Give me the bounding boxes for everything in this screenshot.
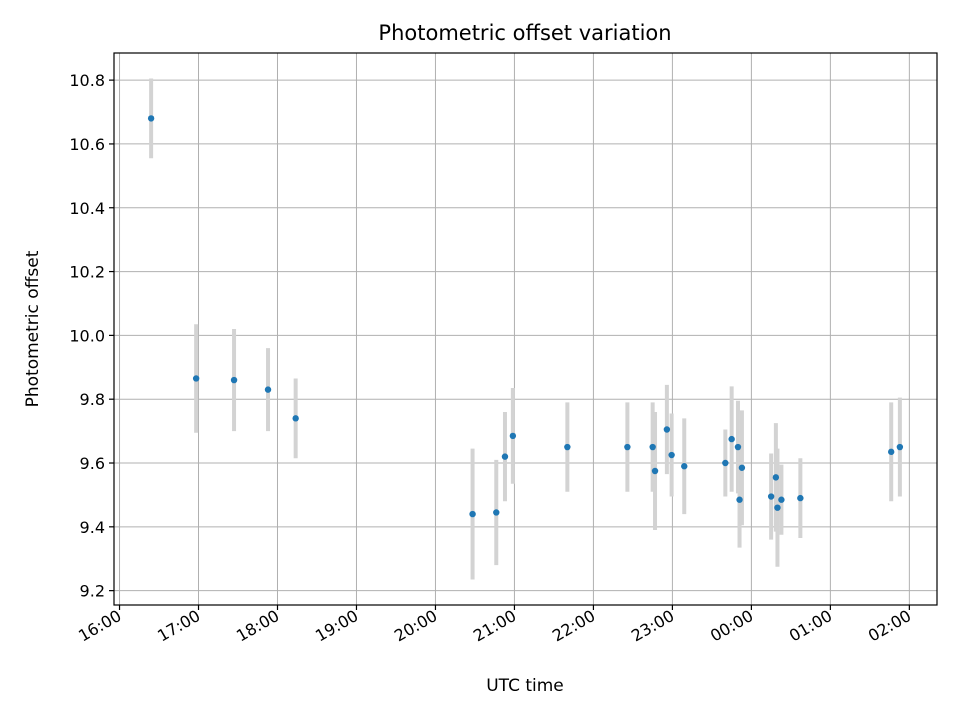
data-point [264, 386, 272, 393]
chart-title: Photometric offset variation [378, 21, 671, 45]
data-point [624, 443, 631, 451]
data-point [736, 496, 743, 503]
data-point [767, 493, 775, 500]
x-tick-label: 22:00 [549, 606, 598, 646]
y-tick-label: 10.2 [69, 263, 105, 282]
data-point [738, 464, 746, 471]
x-axis-label: UTC time [486, 676, 564, 696]
x-tick-label: 00:00 [707, 606, 756, 646]
data-point [772, 474, 780, 481]
grid [114, 53, 937, 605]
x-tick-label: 23:00 [628, 606, 677, 646]
x-tick-label: 21:00 [470, 606, 519, 646]
data-point [668, 451, 675, 459]
data-point [722, 459, 729, 467]
data-point [469, 510, 476, 518]
x-tick-label: 18:00 [233, 606, 282, 646]
data-point [663, 426, 671, 433]
data-point [887, 448, 895, 456]
y-tick-label: 9.6 [80, 454, 105, 473]
data-point [778, 496, 785, 503]
y-tick-label: 10.4 [69, 199, 105, 218]
data-point [896, 443, 904, 451]
x-tick-label: 19:00 [312, 606, 361, 646]
data-points [147, 115, 904, 518]
data-point [681, 463, 688, 470]
error-bars [149, 78, 902, 580]
data-point [734, 443, 742, 451]
data-point [797, 494, 804, 502]
data-point [509, 432, 517, 440]
data-point [192, 375, 200, 382]
x-tick-label: 17:00 [154, 606, 203, 646]
y-axis-ticks: 9.2 9.4 9.6 9.8 10.0 10.2 10.4 10.6 10.8 [69, 71, 114, 601]
y-tick-label: 10.8 [69, 71, 105, 90]
x-tick-label: 01:00 [786, 606, 835, 646]
x-tick-label: 02:00 [865, 606, 914, 646]
y-axis-label: Photometric offset [23, 250, 43, 407]
data-point [292, 415, 299, 422]
data-point [728, 435, 735, 443]
data-point [147, 115, 155, 122]
x-axis-ticks: 16:00 17:00 18:00 19:00 20:00 21:00 22:00 23:00… [75, 605, 914, 646]
data-point [493, 509, 500, 516]
y-tick-label: 10.0 [69, 326, 105, 345]
y-tick-label: 9.2 [80, 582, 105, 601]
data-point [649, 443, 656, 451]
y-tick-label: 9.8 [80, 390, 105, 409]
x-tick-label: 20:00 [391, 606, 440, 646]
data-point [501, 453, 509, 460]
y-tick-label: 9.4 [80, 518, 105, 537]
data-point [564, 443, 571, 451]
data-point [774, 504, 781, 511]
y-tick-label: 10.6 [69, 135, 105, 154]
plot-frame [113, 52, 938, 606]
data-point [230, 376, 238, 384]
data-point [651, 467, 659, 475]
x-tick-label: 16:00 [75, 606, 124, 646]
